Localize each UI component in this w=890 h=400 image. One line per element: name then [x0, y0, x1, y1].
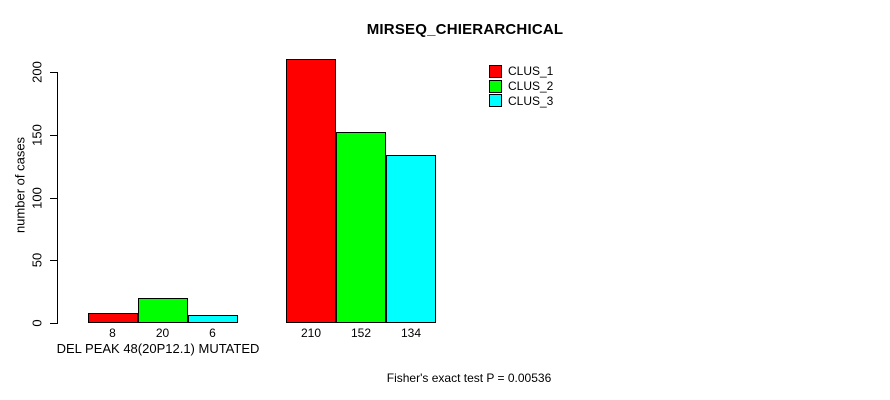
legend: CLUS_1 CLUS_2 CLUS_3 [489, 64, 553, 108]
y-axis-tick [50, 197, 57, 199]
legend-item-clus_1: CLUS_1 [489, 64, 553, 79]
bar-value-label: 134 [400, 326, 422, 340]
y-axis-tick-label: 100 [29, 186, 45, 209]
bar-value-label: 8 [109, 326, 116, 340]
y-axis-tick-label: 0 [29, 319, 45, 327]
y-axis-tick-label: 150 [29, 123, 45, 146]
fisher-test-annotation: Fisher's exact test P = 0.00536 [386, 371, 552, 385]
y-axis-tick [50, 260, 57, 262]
bar-clus_1-group2 [286, 59, 336, 323]
legend-swatch-clus_3 [489, 94, 502, 108]
y-axis-tick [50, 72, 57, 73]
bar-clus_3-group2 [386, 154, 436, 323]
y-axis-line [57, 72, 58, 324]
bar-value-label: 6 [209, 326, 216, 340]
bar-value-label: 210 [300, 326, 322, 340]
legend-swatch-clus_1 [489, 64, 502, 78]
legend-label: CLUS_3 [508, 93, 554, 108]
bar-value-label: 152 [350, 326, 372, 340]
y-axis-tick [50, 323, 57, 324]
legend-item-clus_2: CLUS_2 [489, 79, 553, 94]
chart-title: MIRSEQ_CHIERARCHICAL [366, 21, 564, 38]
bar-clus_1-group1 [87, 312, 138, 323]
legend-label: CLUS_2 [508, 79, 554, 94]
y-axis-tick [50, 134, 57, 136]
legend-item-clus_3: CLUS_3 [489, 93, 553, 108]
bar-clus_2-group1 [137, 297, 188, 323]
legend-swatch-clus_2 [489, 79, 502, 93]
bar-clus_3-group1 [187, 315, 238, 323]
bar-value-label: 20 [155, 326, 170, 340]
x-axis-label: DEL PEAK 48(20P12.1) MUTATED [56, 341, 260, 356]
y-axis-tick-label: 50 [29, 253, 45, 268]
y-axis-tick-label: 200 [29, 61, 45, 83]
legend-label: CLUS_1 [508, 64, 554, 79]
bar-clus_2-group2 [336, 132, 386, 323]
